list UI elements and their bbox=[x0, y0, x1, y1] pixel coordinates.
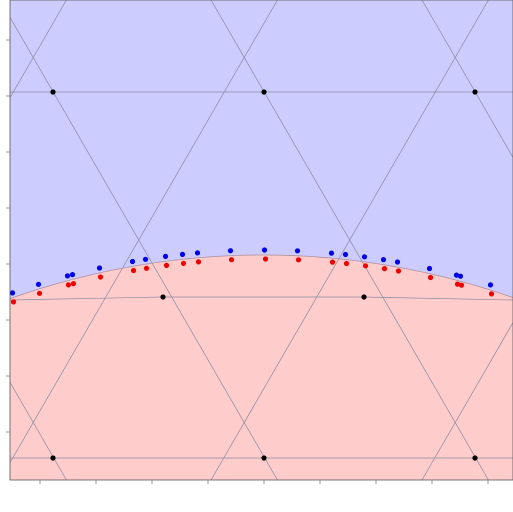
inner-marker bbox=[66, 282, 71, 287]
inner-marker bbox=[396, 268, 401, 273]
outer-marker bbox=[295, 248, 300, 253]
inner-marker bbox=[11, 299, 16, 304]
mesh-node bbox=[50, 455, 55, 460]
lower-region bbox=[10, 255, 513, 480]
mesh-node bbox=[261, 89, 266, 94]
outer-marker bbox=[395, 259, 400, 264]
outer-marker bbox=[427, 266, 432, 271]
outer-marker bbox=[228, 248, 233, 253]
outer-marker bbox=[195, 250, 200, 255]
inner-marker bbox=[459, 283, 464, 288]
outer-marker bbox=[262, 247, 267, 252]
inner-marker bbox=[263, 256, 268, 261]
mesh-node bbox=[160, 294, 165, 299]
mesh-node bbox=[50, 89, 55, 94]
inner-marker bbox=[382, 266, 387, 271]
outer-marker bbox=[163, 254, 168, 259]
outer-marker bbox=[130, 259, 135, 264]
inner-marker bbox=[428, 275, 433, 280]
outer-marker bbox=[343, 252, 348, 257]
inner-marker bbox=[489, 291, 494, 296]
outer-marker bbox=[36, 282, 41, 287]
outer-marker bbox=[329, 251, 334, 256]
inner-marker bbox=[296, 257, 301, 262]
inner-marker bbox=[164, 263, 169, 268]
mesh-node bbox=[472, 89, 477, 94]
inner-marker bbox=[196, 259, 201, 264]
mesh-node bbox=[261, 455, 266, 460]
outer-marker bbox=[10, 290, 15, 295]
outer-marker bbox=[180, 252, 185, 257]
inner-marker bbox=[330, 260, 335, 265]
outer-marker bbox=[362, 254, 367, 259]
inner-marker bbox=[181, 261, 186, 266]
inner-marker bbox=[229, 257, 234, 262]
inner-marker bbox=[344, 261, 349, 266]
outer-marker bbox=[65, 273, 70, 278]
inner-marker bbox=[37, 291, 42, 296]
inner-marker bbox=[144, 266, 149, 271]
outer-marker bbox=[488, 282, 493, 287]
inner-marker bbox=[98, 274, 103, 279]
mesh-node bbox=[361, 294, 366, 299]
outer-marker bbox=[97, 265, 102, 270]
inner-marker bbox=[71, 281, 76, 286]
inner-marker bbox=[131, 268, 136, 273]
outer-marker bbox=[381, 257, 386, 262]
outer-marker bbox=[458, 274, 463, 279]
inner-marker bbox=[363, 263, 368, 268]
outer-marker bbox=[70, 272, 75, 277]
outer-marker bbox=[143, 257, 148, 262]
mesh-node bbox=[472, 455, 477, 460]
